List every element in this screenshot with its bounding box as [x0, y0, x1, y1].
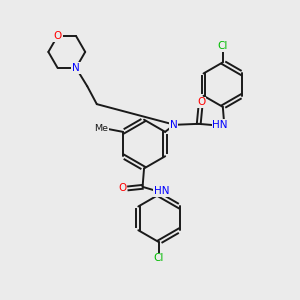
Text: HN: HN — [212, 120, 228, 130]
Text: Me: Me — [94, 124, 108, 133]
Text: HN: HN — [154, 186, 170, 196]
Text: O: O — [53, 31, 62, 41]
Text: N: N — [169, 120, 177, 130]
Text: Cl: Cl — [218, 41, 228, 51]
Text: O: O — [197, 98, 205, 107]
Text: O: O — [118, 183, 127, 193]
Text: Cl: Cl — [154, 254, 164, 263]
Text: N: N — [72, 63, 80, 73]
